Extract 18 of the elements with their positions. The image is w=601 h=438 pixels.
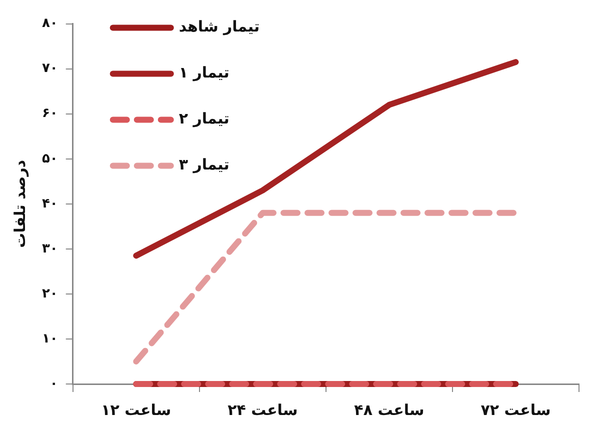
legend-label: تیمار ۲ <box>178 110 230 128</box>
y-axis-title: درصد تلفات <box>10 160 29 248</box>
x-tick-label: ۷۲ ساعت <box>480 400 551 419</box>
y-tick-label: ۳۰ <box>42 241 58 256</box>
y-tick-label: ۱۰ <box>42 331 58 346</box>
y-tick-label: ۸۰ <box>42 16 58 32</box>
y-tick-label: ۷۰ <box>42 61 58 76</box>
y-tick-label: ۶۰ <box>42 106 58 122</box>
x-tick-label: ۲۴ ساعت <box>228 400 298 419</box>
y-tick-label: ۴۰ <box>42 196 58 212</box>
legend-label: تیمار شاهد <box>178 18 260 36</box>
y-tick-label: ۵۰ <box>42 151 58 166</box>
legend-label: تیمار ۳ <box>178 156 230 174</box>
y-tick-label: ۰ <box>50 376 58 392</box>
x-tick-label: ۴۸ ساعت <box>354 400 424 419</box>
legend-label: تیمار ۱ <box>178 64 230 82</box>
x-tick-label: ۱۲ ساعت <box>101 400 172 419</box>
y-tick-label: ۲۰ <box>42 286 58 302</box>
